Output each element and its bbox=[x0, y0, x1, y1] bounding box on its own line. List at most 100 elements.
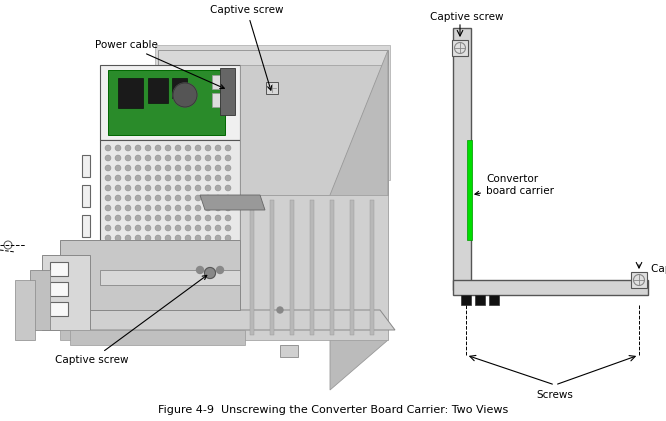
Circle shape bbox=[145, 245, 151, 251]
Bar bbox=[50, 282, 68, 296]
Circle shape bbox=[125, 225, 131, 231]
Circle shape bbox=[205, 225, 211, 231]
Circle shape bbox=[225, 225, 231, 231]
Polygon shape bbox=[60, 310, 395, 330]
Circle shape bbox=[185, 155, 191, 161]
Circle shape bbox=[125, 195, 131, 201]
Circle shape bbox=[225, 175, 231, 181]
Circle shape bbox=[135, 145, 141, 151]
Circle shape bbox=[195, 215, 201, 221]
Text: Captive screw: Captive screw bbox=[430, 12, 503, 22]
Circle shape bbox=[125, 205, 131, 211]
Text: Captive screw: Captive screw bbox=[651, 264, 666, 274]
Polygon shape bbox=[42, 255, 90, 330]
Circle shape bbox=[105, 165, 111, 171]
Text: Figure 4-9  Unscrewing the Converter Board Carrier: Two Views: Figure 4-9 Unscrewing the Converter Boar… bbox=[158, 405, 508, 415]
Circle shape bbox=[135, 215, 141, 221]
Circle shape bbox=[145, 205, 151, 211]
Polygon shape bbox=[310, 200, 314, 335]
Text: Screws: Screws bbox=[537, 390, 573, 400]
Bar bbox=[461, 295, 471, 305]
Circle shape bbox=[115, 235, 121, 241]
Circle shape bbox=[215, 215, 221, 221]
Circle shape bbox=[115, 185, 121, 191]
Polygon shape bbox=[270, 200, 274, 335]
Circle shape bbox=[175, 215, 181, 221]
Text: Captive screw: Captive screw bbox=[210, 5, 284, 90]
Circle shape bbox=[145, 235, 151, 241]
Circle shape bbox=[135, 155, 141, 161]
Circle shape bbox=[155, 245, 161, 251]
Text: Captive screw: Captive screw bbox=[55, 275, 206, 365]
Polygon shape bbox=[240, 195, 388, 340]
Circle shape bbox=[175, 235, 181, 241]
Circle shape bbox=[205, 185, 211, 191]
Polygon shape bbox=[70, 330, 245, 345]
Circle shape bbox=[155, 235, 161, 241]
Circle shape bbox=[175, 245, 181, 251]
Circle shape bbox=[195, 165, 201, 171]
Circle shape bbox=[145, 175, 151, 181]
Circle shape bbox=[175, 175, 181, 181]
Circle shape bbox=[155, 195, 161, 201]
Circle shape bbox=[155, 205, 161, 211]
Circle shape bbox=[105, 205, 111, 211]
Circle shape bbox=[115, 165, 121, 171]
Circle shape bbox=[215, 185, 221, 191]
Polygon shape bbox=[250, 200, 254, 335]
Circle shape bbox=[175, 165, 181, 171]
Polygon shape bbox=[220, 68, 235, 115]
Circle shape bbox=[175, 185, 181, 191]
Polygon shape bbox=[467, 140, 472, 240]
Polygon shape bbox=[155, 45, 390, 180]
Circle shape bbox=[155, 165, 161, 171]
Circle shape bbox=[205, 235, 211, 241]
Bar bbox=[452, 40, 468, 56]
Circle shape bbox=[115, 245, 121, 251]
Circle shape bbox=[115, 155, 121, 161]
Circle shape bbox=[215, 195, 221, 201]
Circle shape bbox=[195, 185, 201, 191]
Circle shape bbox=[125, 165, 131, 171]
Circle shape bbox=[125, 175, 131, 181]
Circle shape bbox=[196, 266, 204, 274]
Circle shape bbox=[225, 185, 231, 191]
Circle shape bbox=[105, 145, 111, 151]
Text: Power cable: Power cable bbox=[95, 40, 224, 88]
Polygon shape bbox=[100, 65, 240, 140]
Circle shape bbox=[205, 145, 211, 151]
Circle shape bbox=[277, 307, 283, 313]
Bar bbox=[50, 262, 68, 276]
Circle shape bbox=[125, 145, 131, 151]
Circle shape bbox=[155, 155, 161, 161]
Circle shape bbox=[135, 205, 141, 211]
Circle shape bbox=[145, 155, 151, 161]
Circle shape bbox=[135, 175, 141, 181]
Bar bbox=[475, 295, 485, 305]
Circle shape bbox=[225, 165, 231, 171]
Circle shape bbox=[145, 215, 151, 221]
Polygon shape bbox=[290, 200, 294, 335]
Polygon shape bbox=[60, 240, 240, 310]
Circle shape bbox=[165, 165, 171, 171]
Circle shape bbox=[155, 185, 161, 191]
Circle shape bbox=[105, 235, 111, 241]
Circle shape bbox=[205, 245, 211, 251]
Circle shape bbox=[195, 205, 201, 211]
Polygon shape bbox=[350, 200, 354, 335]
Circle shape bbox=[125, 155, 131, 161]
Circle shape bbox=[165, 155, 171, 161]
Circle shape bbox=[225, 155, 231, 161]
Circle shape bbox=[125, 185, 131, 191]
Circle shape bbox=[185, 215, 191, 221]
Circle shape bbox=[145, 185, 151, 191]
Circle shape bbox=[215, 225, 221, 231]
Circle shape bbox=[125, 245, 131, 251]
Circle shape bbox=[225, 145, 231, 151]
Circle shape bbox=[145, 145, 151, 151]
Circle shape bbox=[215, 235, 221, 241]
Circle shape bbox=[105, 245, 111, 251]
Polygon shape bbox=[30, 270, 50, 330]
Circle shape bbox=[215, 205, 221, 211]
Polygon shape bbox=[370, 200, 374, 335]
